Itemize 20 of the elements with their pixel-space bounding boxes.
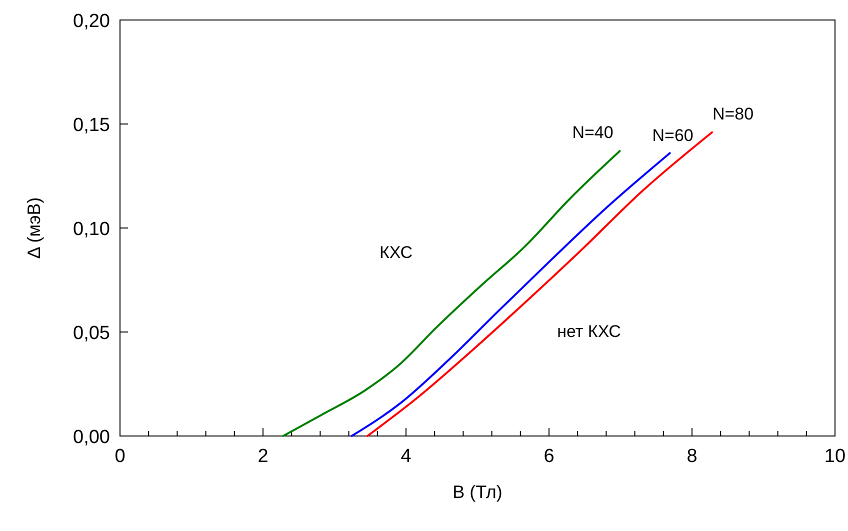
x-tick-label: 8 [686, 446, 698, 467]
y-tick-label: 0,15 [73, 115, 110, 136]
annotation: КХС [380, 243, 412, 262]
line-series [350, 152, 671, 437]
x-tick-label: 4 [400, 446, 412, 467]
x-axis-title: B (Тл) [452, 482, 502, 502]
series-label: N=80 [712, 104, 754, 124]
x-tick-label: 2 [258, 446, 268, 467]
y-tick-label: 0,00 [73, 427, 110, 448]
line-series [282, 150, 621, 437]
annotation: нет КХС [557, 322, 621, 341]
y-axis-title: Δ (мэВ) [24, 197, 44, 259]
y-tick-label: 0,20 [73, 11, 110, 32]
series-label: N=60 [652, 126, 694, 146]
series-label: N=40 [572, 123, 614, 142]
y-tick-label: 0,10 [73, 219, 110, 240]
x-tick-label: 10 [824, 446, 846, 467]
x-tick-label: 6 [544, 446, 554, 467]
x-tick-label: 0 [114, 446, 126, 467]
y-tick-label: 0,05 [73, 323, 110, 344]
